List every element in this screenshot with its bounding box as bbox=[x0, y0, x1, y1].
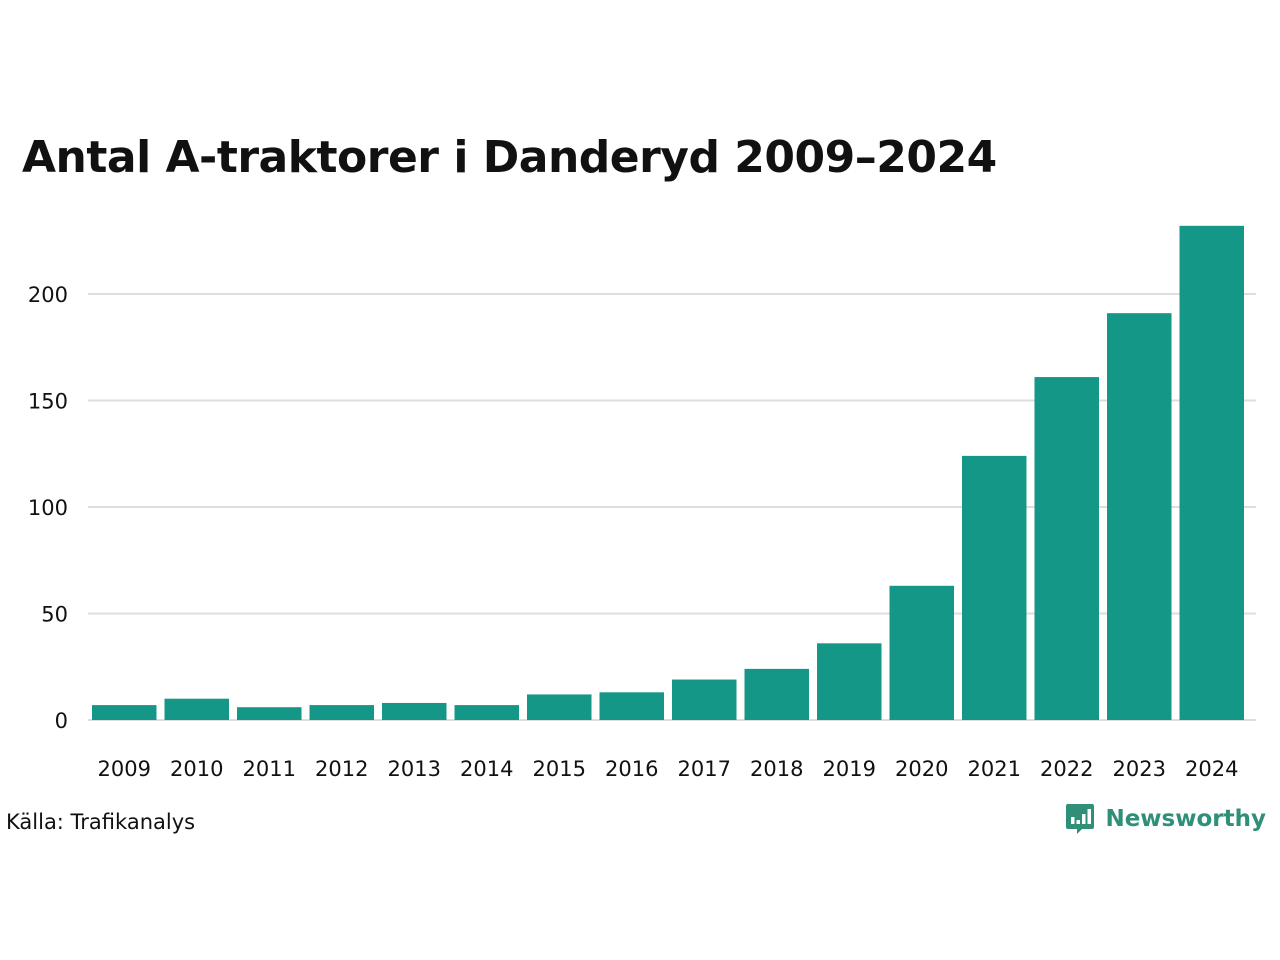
bar bbox=[744, 668, 809, 720]
brand: Newsworthy bbox=[1065, 802, 1266, 836]
x-tick-label: 2014 bbox=[460, 757, 513, 781]
x-tick-label: 2020 bbox=[895, 757, 948, 781]
bar bbox=[1179, 225, 1244, 720]
bar bbox=[237, 707, 302, 720]
bar bbox=[889, 585, 954, 720]
bar bbox=[309, 705, 374, 720]
y-tick-label: 0 bbox=[55, 709, 68, 733]
source-note: Källa: Trafikanalys bbox=[6, 810, 196, 834]
x-tick-label: 2011 bbox=[243, 757, 296, 781]
x-tick-label: 2013 bbox=[388, 757, 441, 781]
y-tick-label: 150 bbox=[28, 390, 68, 414]
x-tick-label: 2019 bbox=[823, 757, 876, 781]
x-tick-label: 2024 bbox=[1185, 757, 1238, 781]
brand-name: Newsworthy bbox=[1105, 806, 1266, 832]
x-tick-label: 2009 bbox=[98, 757, 151, 781]
bar bbox=[1034, 377, 1099, 720]
x-tick-label: 2022 bbox=[1040, 757, 1093, 781]
x-tick-label: 2015 bbox=[533, 757, 586, 781]
chart-title: Antal A-traktorer i Danderyd 2009–2024 bbox=[22, 132, 997, 183]
bar bbox=[382, 702, 447, 720]
y-axis-labels: 0 50 100 150 200 bbox=[28, 283, 68, 733]
x-tick-label: 2021 bbox=[968, 757, 1021, 781]
x-tick-label: 2012 bbox=[315, 757, 368, 781]
bars bbox=[92, 225, 1244, 720]
y-tick-label: 50 bbox=[41, 603, 68, 627]
y-tick-label: 100 bbox=[28, 496, 68, 520]
bar bbox=[962, 455, 1027, 720]
x-tick-label: 2016 bbox=[605, 757, 658, 781]
y-tick-label: 200 bbox=[28, 283, 68, 307]
x-axis-labels: 2009 2010 2011 2012 2013 2014 2015 2016 2017 2018… bbox=[98, 757, 1239, 781]
bar bbox=[92, 705, 157, 720]
bar bbox=[527, 694, 592, 720]
bar bbox=[672, 679, 737, 720]
x-tick-label: 2018 bbox=[750, 757, 803, 781]
newsworthy-logo-icon bbox=[1066, 804, 1095, 834]
bar bbox=[599, 692, 664, 720]
x-tick-label: 2010 bbox=[170, 757, 223, 781]
bar bbox=[454, 705, 519, 720]
x-tick-label: 2023 bbox=[1113, 757, 1166, 781]
bar bbox=[817, 643, 882, 720]
bar bbox=[164, 698, 229, 720]
x-tick-label: 2017 bbox=[678, 757, 731, 781]
bar bbox=[1107, 313, 1172, 720]
